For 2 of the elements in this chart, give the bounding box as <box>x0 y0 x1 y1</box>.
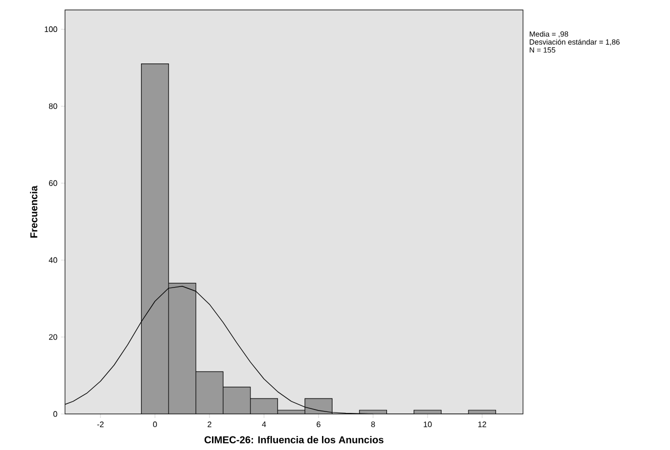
y-axis-title: Frecuencia <box>30 186 38 238</box>
x-axis-title: CIMEC-26: Influencia de los Anuncios <box>204 436 384 444</box>
